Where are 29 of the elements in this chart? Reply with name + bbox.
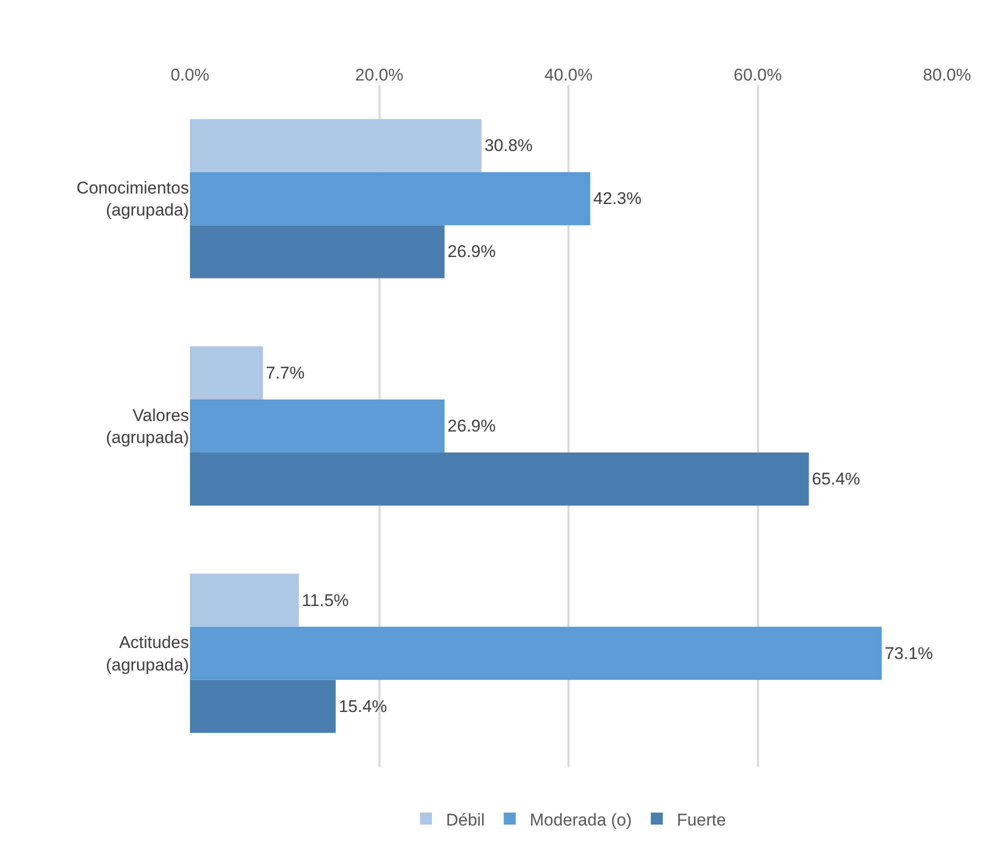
- y-tick-label: Actitudes (agrupada): [106, 633, 189, 674]
- bar: [190, 172, 590, 226]
- data-label: 73.1%: [884, 644, 933, 663]
- bar: [190, 225, 445, 278]
- bar: [190, 680, 336, 733]
- bar: [190, 399, 445, 453]
- x-tick-label: 40.0%: [544, 66, 593, 85]
- data-label: 26.9%: [448, 416, 496, 436]
- data-label: 7.7%: [266, 363, 305, 382]
- bar: [190, 346, 263, 400]
- data-label: 65.4%: [812, 470, 860, 489]
- legend-label: Fuerte: [676, 810, 726, 830]
- x-tick-label: 20.0%: [355, 66, 404, 85]
- bar: [190, 452, 809, 506]
- legend-label: Débil: [446, 810, 485, 830]
- legend-label: Moderada (o): [530, 810, 632, 830]
- y-tick-label: Valores (agrupada): [106, 406, 189, 447]
- data-label: 15.4%: [338, 696, 387, 716]
- y-tick-label: Conocimientos (agrupada): [76, 178, 189, 220]
- data-label: 11.5%: [302, 590, 349, 610]
- data-label: 42.3%: [593, 189, 642, 208]
- bar: [190, 119, 482, 172]
- bar: [190, 626, 882, 680]
- bar: [190, 574, 299, 627]
- data-label: 30.8%: [484, 136, 533, 156]
- x-tick-label: 0.0%: [170, 66, 210, 85]
- data-label: 26.9%: [448, 242, 496, 262]
- x-tick-label: 60.0%: [734, 66, 782, 85]
- x-tick-label: 80.0%: [922, 66, 972, 85]
